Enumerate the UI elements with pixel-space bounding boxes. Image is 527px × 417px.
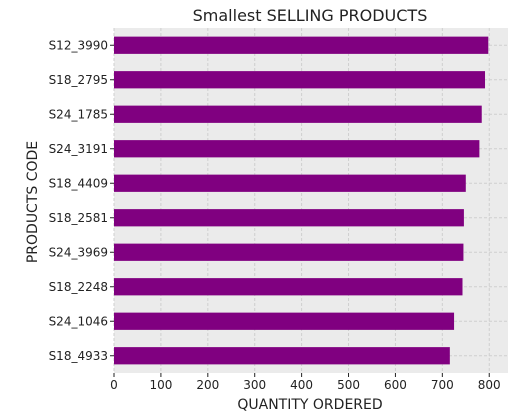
x-tick-label: 700 [431, 378, 454, 392]
x-tick-labels: 0 100 200 300 400 500 600 700 800 [110, 373, 501, 392]
y-tick-label: S18_2248 [49, 280, 108, 294]
y-tick-label: S18_2795 [49, 73, 108, 87]
bar [114, 36, 489, 54]
x-tick-label: 400 [290, 378, 313, 392]
y-tick-labels: S12_3990 S18_2795 S24_1785 S24_3191 S18_4409… [49, 38, 114, 363]
x-tick-label: 800 [478, 378, 501, 392]
y-tick-label: S12_3990 [49, 38, 108, 52]
x-tick-label: 300 [243, 378, 266, 392]
y-tick-label: S24_1785 [49, 107, 108, 121]
y-tick-label: S18_2581 [49, 211, 108, 225]
y-tick-label: S24_3969 [49, 245, 108, 259]
x-tick-label: 200 [196, 378, 219, 392]
bar [114, 71, 486, 89]
bar [114, 347, 450, 365]
x-tick-label: 100 [149, 378, 172, 392]
bar [114, 105, 482, 123]
chart-title: Smallest SELLING PRODUCTS [193, 6, 428, 25]
y-tick-label: S24_3191 [49, 142, 108, 156]
x-tick-label: 600 [384, 378, 407, 392]
y-tick-label: S18_4409 [49, 176, 108, 190]
y-tick-label: S18_4933 [49, 349, 108, 363]
bar [114, 209, 464, 227]
y-tick-label: S24_1046 [49, 314, 108, 328]
bar [114, 243, 464, 261]
y-axis-label: PRODUCTS CODE [25, 141, 41, 263]
x-tick-label: 500 [337, 378, 360, 392]
bar [114, 174, 466, 192]
bar [114, 140, 480, 158]
bar [114, 312, 455, 330]
x-axis-label: QUANTITY ORDERED [237, 397, 382, 413]
bar [114, 278, 463, 296]
bars [114, 36, 489, 365]
x-tick-label: 0 [110, 378, 118, 392]
